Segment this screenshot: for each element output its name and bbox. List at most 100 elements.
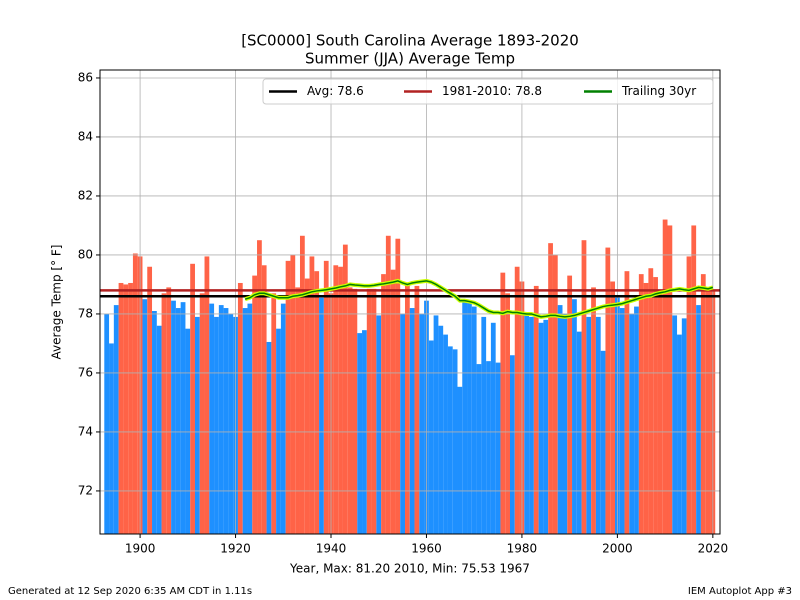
bar	[681, 318, 687, 534]
bar	[514, 266, 520, 534]
bar	[619, 308, 625, 534]
bar	[438, 325, 444, 534]
bar	[629, 313, 635, 534]
bar	[700, 274, 706, 534]
bar	[543, 319, 549, 534]
bar	[280, 303, 286, 534]
bar	[128, 282, 133, 534]
footer-left: Generated at 12 Sep 2020 6:35 AM CDT in …	[8, 586, 252, 597]
chart-subtitle: Summer (JJA) Average Temp	[305, 50, 515, 68]
bar	[237, 282, 243, 534]
y-tick-label: 78	[78, 306, 93, 320]
bar	[257, 240, 262, 534]
bar	[385, 235, 391, 534]
bar	[276, 328, 281, 534]
bar	[500, 272, 506, 534]
bar	[672, 315, 678, 534]
x-tick-label: 1920	[220, 542, 251, 556]
bar	[299, 235, 305, 534]
bar	[591, 287, 596, 534]
bar	[147, 266, 153, 534]
chart-title: [SC0000] South Carolina Average 1893-202…	[241, 32, 579, 50]
bar	[209, 303, 215, 534]
bar	[433, 315, 439, 534]
x-tick-label: 1900	[125, 542, 156, 556]
bar	[395, 238, 401, 534]
bar	[175, 308, 181, 534]
bar	[352, 288, 358, 534]
x-tick-label: 2020	[698, 542, 729, 556]
bar	[357, 333, 363, 534]
bar	[400, 313, 405, 534]
bar	[443, 334, 448, 534]
bar	[705, 287, 711, 534]
y-tick-label: 80	[78, 247, 93, 261]
bar	[538, 322, 544, 534]
y-tick-label: 86	[78, 70, 93, 84]
bar	[247, 303, 253, 534]
bar	[218, 305, 224, 534]
bar	[123, 284, 129, 534]
bar	[190, 263, 195, 534]
bar	[242, 308, 248, 534]
bar	[323, 260, 329, 534]
bar	[342, 244, 348, 534]
bar	[228, 313, 234, 534]
bar	[624, 271, 630, 534]
bar	[347, 287, 353, 534]
bar	[104, 313, 110, 534]
bar	[476, 364, 482, 534]
bar	[471, 306, 477, 534]
bar	[194, 316, 200, 534]
bar	[562, 313, 568, 534]
bar	[533, 285, 539, 534]
bar	[409, 308, 415, 534]
x-tick-label: 1980	[507, 542, 538, 556]
bar	[113, 305, 119, 534]
y-axis-label: Average Temp [° F]	[50, 245, 64, 360]
bar	[152, 310, 157, 534]
y-tick-label: 82	[78, 188, 93, 202]
bar	[634, 306, 639, 534]
bar	[572, 299, 577, 534]
bar	[524, 313, 530, 534]
bar	[490, 322, 496, 534]
bar	[156, 325, 162, 534]
bar	[376, 315, 382, 534]
bar	[109, 343, 114, 534]
bar	[462, 302, 468, 534]
bar	[643, 282, 649, 534]
x-axis-label: Year, Max: 81.20 2010, Min: 75.53 1967	[289, 562, 530, 576]
bar	[638, 274, 644, 534]
x-tick-label: 1940	[316, 542, 347, 556]
bar	[586, 316, 592, 534]
line	[244, 280, 714, 318]
bar	[180, 302, 186, 534]
bar	[390, 269, 396, 534]
bar	[171, 300, 176, 534]
bar	[290, 254, 296, 534]
bar	[667, 225, 673, 534]
bar	[333, 265, 339, 534]
y-tick-label: 74	[78, 424, 93, 438]
bar	[657, 290, 663, 534]
bar	[467, 302, 472, 534]
bar	[557, 305, 563, 534]
bar	[261, 265, 267, 534]
bar	[576, 331, 582, 534]
bar	[595, 316, 601, 534]
bar	[314, 271, 320, 534]
bar	[214, 316, 219, 534]
bar	[142, 299, 148, 534]
bar	[696, 305, 701, 534]
footer-right: IEM Autoplot App #3	[688, 586, 792, 597]
bar	[266, 341, 272, 534]
plot-frame	[99, 69, 721, 535]
bar	[414, 285, 420, 534]
x-tick-label: 1960	[411, 542, 442, 556]
bar	[548, 243, 553, 534]
bar	[509, 355, 515, 534]
bar	[419, 313, 425, 534]
bar	[567, 275, 573, 534]
